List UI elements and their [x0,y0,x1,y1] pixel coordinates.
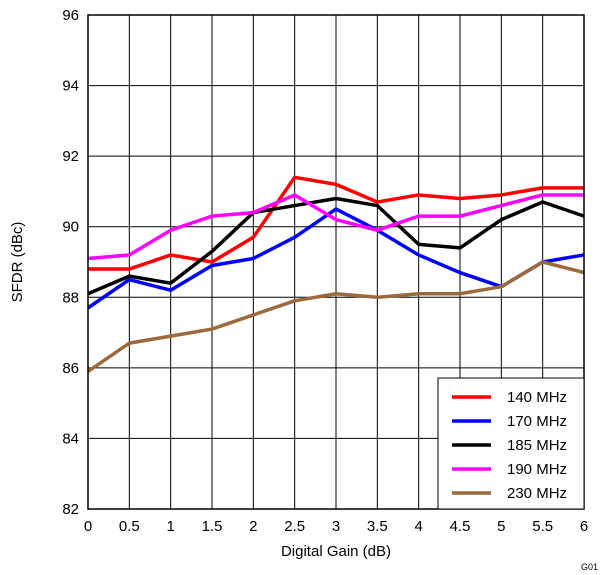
x-tick-label: 6 [580,518,588,535]
data-point-170-mhz [293,236,296,239]
data-point-190-mhz [459,215,462,218]
data-point-230-mhz [293,299,296,302]
data-point-185-mhz [169,282,172,285]
y-tick-label: 86 [62,360,79,377]
data-point-185-mhz [335,197,338,200]
data-point-185-mhz [459,246,462,249]
data-point-140-mhz [169,253,172,256]
legend-label-230-mhz: 230 MHz [507,485,567,502]
data-point-185-mhz [128,275,131,278]
plot-frame [87,14,585,510]
data-point-230-mhz [169,335,172,338]
data-point-140-mhz [500,193,503,196]
data-point-140-mhz [376,201,379,204]
data-point-170-mhz [252,257,255,260]
data-point-230-mhz [211,328,214,331]
data-point-185-mhz [293,204,296,207]
data-point-185-mhz [541,201,544,204]
y-tick-label: 96 [62,7,79,24]
legend-label-140-mhz: 140 MHz [507,389,567,406]
y-tick-label: 94 [62,78,79,95]
x-tick-labels: 0 0.5 1 1.5 2 2.5 3 3.5 4 4.5 5 5.5 6 [84,518,588,535]
data-point-230-mhz [459,292,462,295]
legend-label-170-mhz: 170 MHz [507,413,567,430]
y-tick-label: 82 [62,501,79,518]
data-point-170-mhz [459,271,462,274]
x-tick-label: 3.5 [367,518,388,535]
data-point-230-mhz [500,285,503,288]
x-tick-label: 5 [497,518,505,535]
data-point-185-mhz [417,243,420,246]
x-tick-label: 5.5 [532,518,553,535]
data-point-230-mhz [128,342,131,345]
data-point-230-mhz [335,292,338,295]
series-line-190-mhz [87,193,584,261]
y-axis-title: SFDR (dBc) [9,222,26,303]
x-tick-label: 0.5 [119,518,140,535]
figure-code: G01 [581,562,598,572]
data-point-140-mhz [459,197,462,200]
data-point-190-mhz [169,229,172,232]
y-tick-label: 88 [62,289,79,306]
data-point-170-mhz [417,253,420,256]
data-point-140-mhz [417,193,420,196]
x-tick-label: 0 [84,518,92,535]
data-point-190-mhz [500,204,503,207]
y-tick-labels: 82 84 86 88 90 92 94 96 [62,7,79,518]
data-point-140-mhz [541,186,544,189]
data-point-170-mhz [211,264,214,267]
data-point-230-mhz [252,313,255,316]
data-point-190-mhz [335,218,338,221]
x-tick-label: 4.5 [450,518,471,535]
x-axis-title: Digital Gain (dB) [281,543,391,560]
data-point-190-mhz [128,253,131,256]
y-tick-label: 84 [62,430,79,447]
y-tick-label: 90 [62,219,79,236]
series-line-230-mhz [87,260,585,373]
data-point-230-mhz [376,296,379,299]
data-point-230-mhz [541,261,544,264]
data-point-140-mhz [252,236,255,239]
data-point-190-mhz [376,229,379,232]
data-point-230-mhz [417,292,420,295]
x-tick-label: 4 [414,518,422,535]
data-point-190-mhz [211,215,214,218]
data-point-190-mhz [293,193,296,196]
data-point-185-mhz [376,204,379,207]
y-tick-label: 92 [62,148,79,165]
data-point-185-mhz [500,218,503,221]
legend-label-190-mhz: 190 MHz [507,461,567,478]
data-point-190-mhz [252,211,255,214]
x-tick-label: 1.5 [202,518,223,535]
data-point-170-mhz [335,208,338,211]
data-point-190-mhz [541,193,544,196]
x-tick-label: 1 [166,518,174,535]
legend-label-185-mhz: 185 MHz [507,437,567,454]
x-tick-label: 2.5 [284,518,305,535]
data-point-190-mhz [417,215,420,218]
data-point-140-mhz [293,176,296,179]
data-point-140-mhz [335,183,338,186]
series-line-185-mhz [87,196,585,296]
data-point-140-mhz [211,261,214,264]
legend: 140 MHz 170 MHz 185 MHz 190 MHz 230 MHz [437,377,585,510]
data-point-170-mhz [169,289,172,292]
series-line-140-mhz [88,175,584,271]
x-tick-label: 2 [249,518,257,535]
data-point-140-mhz [128,268,131,271]
x-tick-label: 3 [332,518,340,535]
data-point-170-mhz [128,278,131,281]
series-lines [87,175,585,373]
data-point-185-mhz [211,250,214,253]
